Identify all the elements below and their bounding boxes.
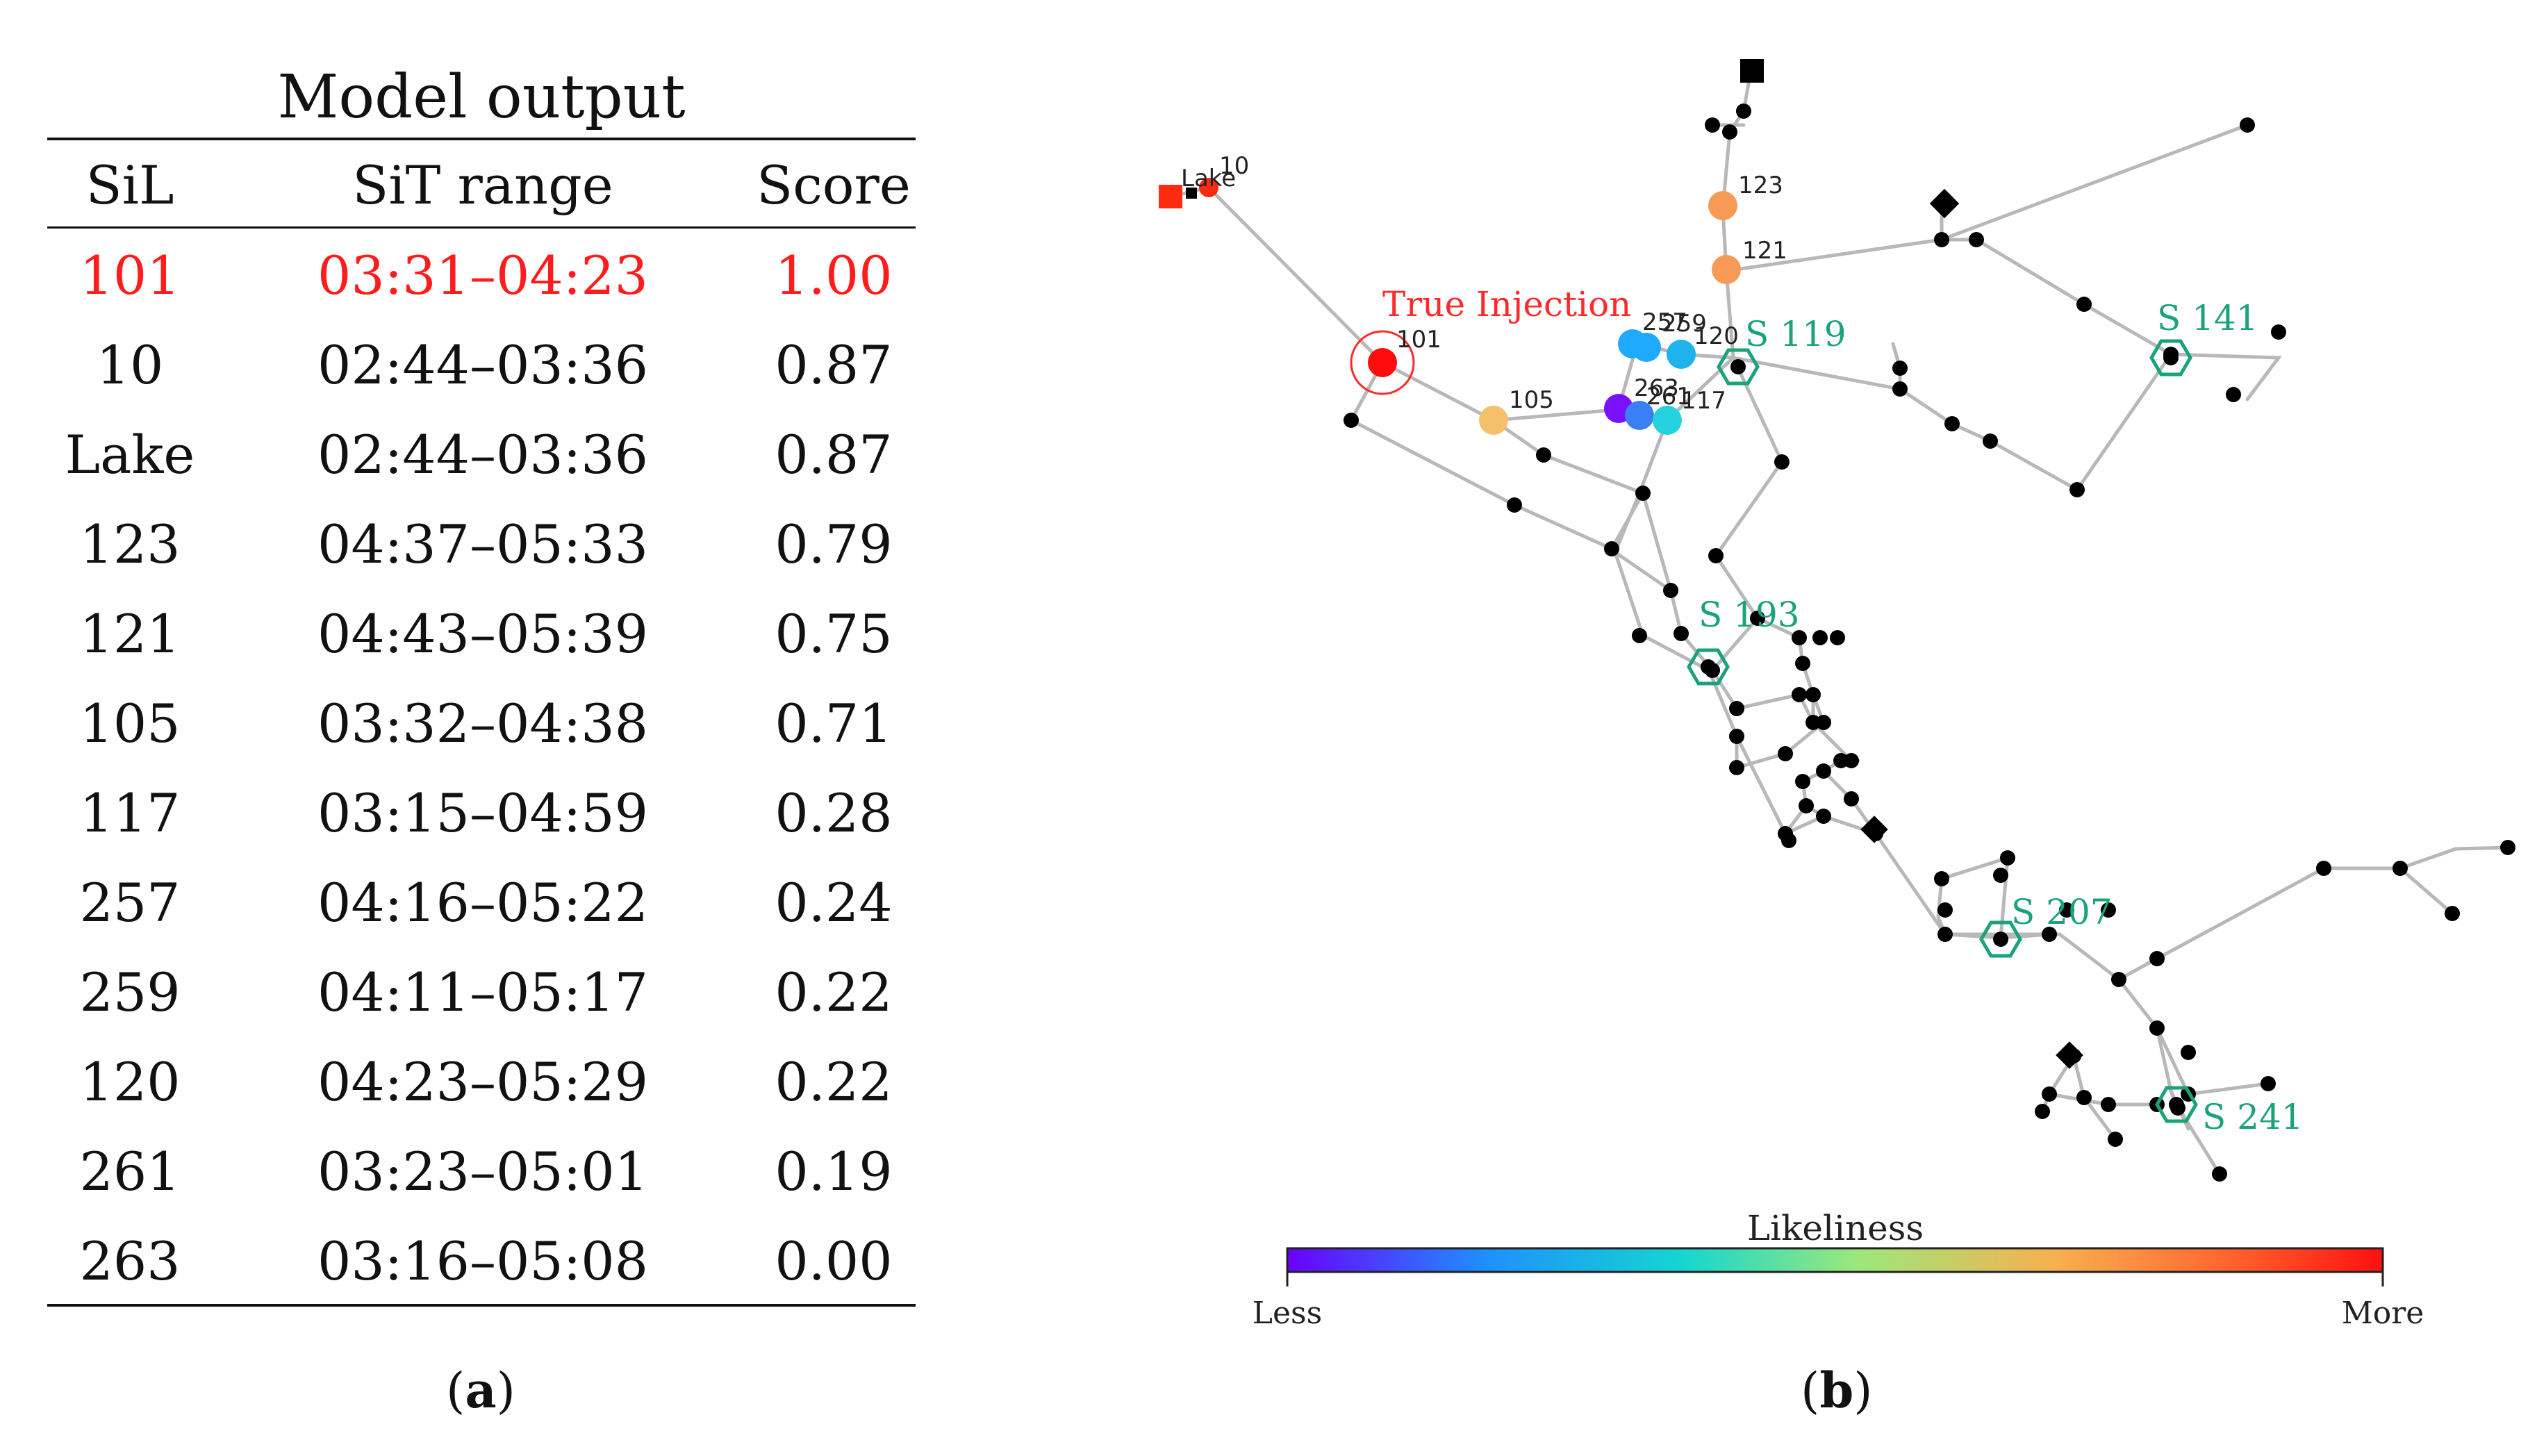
node-label-lake: Lake xyxy=(1181,165,1236,192)
row-score: 0.71 xyxy=(775,693,893,754)
row-range: 02:44–03:36 xyxy=(317,424,649,486)
row-score: 0.87 xyxy=(775,424,893,486)
row-score: 0.22 xyxy=(775,1051,893,1113)
sensor-s207-icon xyxy=(1979,920,2022,958)
sensor-label-s193: S 193 xyxy=(1699,595,1800,635)
sensor-label-s207: S 207 xyxy=(2011,892,2113,932)
sensor-label-s241: S 241 xyxy=(2202,1097,2304,1137)
sensors xyxy=(1687,339,2198,1123)
reservoir-markers xyxy=(1740,59,2083,1069)
row-sil: 257 xyxy=(79,872,181,934)
row-sil: 263 xyxy=(79,1230,181,1292)
row-score: 1.00 xyxy=(775,245,893,306)
valve-icon xyxy=(1186,188,1197,199)
node-label-105: 105 xyxy=(1509,386,1554,414)
node-labels: 10 Lake 123 121 101 105 259 257 120 263 … xyxy=(1181,152,1787,415)
sensor-s119-icon xyxy=(1717,348,1760,386)
row-range: 03:23–05:01 xyxy=(317,1141,649,1202)
colorbar-title: Likeliness xyxy=(1747,1208,1924,1248)
sensor-s241-icon xyxy=(2155,1086,2198,1123)
row-score: 0.28 xyxy=(775,782,893,844)
pipe-edges xyxy=(1168,69,2510,1176)
row-score: 0.24 xyxy=(775,872,893,934)
row-range: 04:23–05:29 xyxy=(317,1051,649,1113)
lake-reservoir-icon xyxy=(1159,178,1218,208)
likeliness-colorbar: Likeliness Less More xyxy=(1253,1208,2424,1331)
table-mid-rule xyxy=(47,226,916,229)
row-range: 04:16–05:22 xyxy=(317,872,649,934)
row-sil: 123 xyxy=(79,513,181,575)
row-score: 0.87 xyxy=(775,334,893,396)
row-range: 02:44–03:36 xyxy=(317,334,649,396)
true-injection-ring xyxy=(1350,330,1415,395)
header-score: Score xyxy=(757,154,911,216)
row-range: 03:31–04:23 xyxy=(317,245,649,306)
row-sil: 121 xyxy=(79,603,181,665)
sensor-s193-icon xyxy=(1687,648,1730,686)
row-score: 0.19 xyxy=(775,1141,893,1202)
node-label-10: 10 xyxy=(1219,152,1249,180)
colorbar-high-label: More xyxy=(2342,1296,2424,1331)
node-label-101: 101 xyxy=(1396,326,1441,354)
model-output-table: Model output SiL SiT range Score 101 03:… xyxy=(0,0,973,1456)
row-sil: 261 xyxy=(79,1141,181,1202)
node-label-121: 121 xyxy=(1742,237,1787,265)
row-score: 0.00 xyxy=(775,1230,893,1292)
row-score: 0.22 xyxy=(775,961,893,1023)
table-top-rule xyxy=(47,138,916,140)
row-sil: 117 xyxy=(79,782,181,844)
row-sil: 10 xyxy=(96,334,164,396)
node-label-263: 263 xyxy=(1634,374,1679,402)
sensor-labels: S 119 S 141 S 193 S 207 S 241 xyxy=(1699,298,2304,1137)
row-sil: 259 xyxy=(79,961,181,1023)
node-label-117: 117 xyxy=(1681,387,1726,415)
row-range: 03:15–04:59 xyxy=(317,782,649,844)
true-injection-label: True Injection xyxy=(1382,284,1631,324)
panel-label-b: (b) xyxy=(1801,1362,1873,1419)
colorbar-low-label: Less xyxy=(1253,1296,1322,1331)
row-score: 0.75 xyxy=(775,603,893,665)
node-label-120: 120 xyxy=(1694,322,1739,350)
row-score: 0.79 xyxy=(775,513,893,575)
sensor-label-s141: S 141 xyxy=(2157,298,2258,338)
sensor-label-s119: S 119 xyxy=(1745,314,1846,354)
panel-label-a: (a) xyxy=(446,1362,515,1419)
candidate-nodes xyxy=(1368,191,1741,435)
node-label-123: 123 xyxy=(1738,172,1783,199)
header-sit-range: SiT range xyxy=(352,154,613,216)
node-label-261: 261 xyxy=(1646,383,1692,411)
sensor-s141-icon xyxy=(2149,339,2192,377)
row-sil: 120 xyxy=(79,1051,181,1113)
table-bottom-rule xyxy=(47,1304,916,1307)
row-sil: 105 xyxy=(79,693,181,754)
row-sil: 101 xyxy=(79,245,181,306)
row-sil: Lake xyxy=(65,424,195,486)
table-title: Model output xyxy=(277,63,686,132)
node-label-257: 257 xyxy=(1642,308,1687,336)
row-range: 04:43–05:39 xyxy=(317,603,649,665)
row-range: 03:16–05:08 xyxy=(317,1230,649,1292)
row-range: 03:32–04:38 xyxy=(317,693,649,754)
row-range: 04:11–05:17 xyxy=(317,961,649,1023)
sensor-centers xyxy=(1701,350,2184,1112)
junction-nodes xyxy=(1344,104,2515,1182)
row-range: 04:37–05:33 xyxy=(317,513,649,575)
header-sil: SiL xyxy=(85,154,174,216)
colorbar-gradient xyxy=(1286,1247,2384,1273)
node-label-259: 259 xyxy=(1662,310,1707,338)
